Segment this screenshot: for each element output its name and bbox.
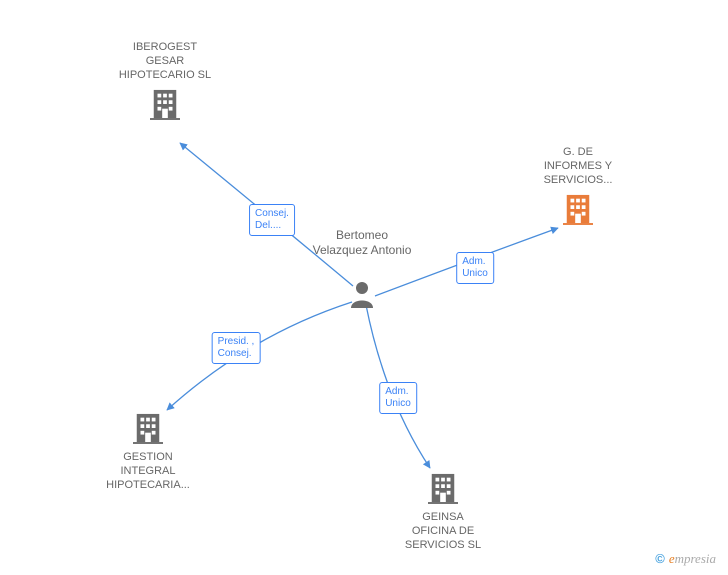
center-node-label: Bertomeo Velazquez Antonio xyxy=(312,228,412,258)
company-label: GEINSA OFICINA DE SERVICIOS SL xyxy=(383,510,503,552)
company-node: GEINSA OFICINA DE SERVICIOS SL xyxy=(383,472,503,552)
building-icon xyxy=(428,472,458,504)
company-label: G. DE INFORMES Y SERVICIOS... xyxy=(518,145,638,187)
company-node: G. DE INFORMES Y SERVICIOS... xyxy=(518,145,638,225)
watermark-brand-rest: mpresia xyxy=(675,551,716,566)
edge-label: Adm. Unico xyxy=(379,382,417,414)
watermark: ©empresia xyxy=(655,551,716,567)
diagram-container: { "type": "network", "background_color":… xyxy=(0,0,728,575)
person-icon xyxy=(349,280,375,313)
company-node: IBEROGEST GESAR HIPOTECARIO SL xyxy=(105,40,225,120)
building-icon xyxy=(150,88,180,120)
building-icon xyxy=(133,412,163,444)
edge-label: Consej. Del.... xyxy=(249,204,295,236)
company-label: IBEROGEST GESAR HIPOTECARIO SL xyxy=(105,40,225,82)
edge-label: Presid. , Consej. xyxy=(212,332,261,364)
company-label: GESTION INTEGRAL HIPOTECARIA... xyxy=(88,450,208,492)
watermark-copyright: © xyxy=(655,551,665,566)
edge-label: Adm. Unico xyxy=(456,252,494,284)
company-node: GESTION INTEGRAL HIPOTECARIA... xyxy=(88,412,208,492)
building-icon xyxy=(563,193,593,225)
